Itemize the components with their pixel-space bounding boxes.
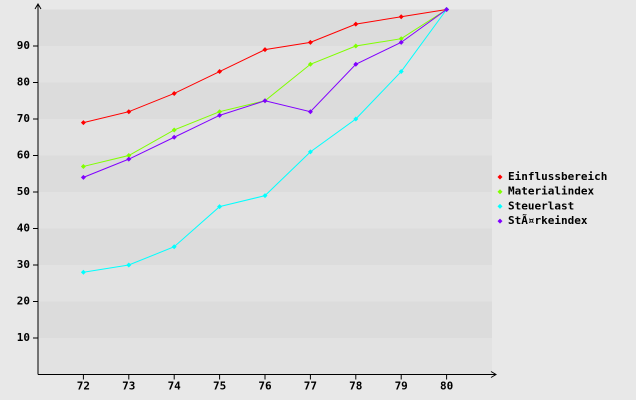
y-tick-label: 20 [17, 295, 30, 308]
x-tick-label: 77 [304, 380, 317, 393]
point [171, 134, 177, 140]
point [353, 61, 359, 67]
y-tick-label: 10 [17, 331, 30, 344]
point [262, 98, 268, 104]
point [171, 127, 177, 133]
point [398, 14, 404, 20]
point [307, 149, 313, 155]
point [80, 269, 86, 275]
x-tick-label: 76 [258, 380, 272, 393]
point [262, 193, 268, 199]
y-tick-label: 70 [17, 112, 30, 125]
band [38, 9, 492, 46]
legend-label: Steuerlast [508, 199, 574, 212]
point [307, 109, 313, 115]
y-tick-label: 90 [17, 39, 30, 52]
point [80, 163, 86, 169]
band [38, 301, 492, 338]
point [353, 116, 359, 122]
point [217, 112, 223, 118]
point [126, 153, 132, 158]
point [307, 39, 313, 45]
point [217, 69, 223, 75]
y-tick-label: 40 [17, 222, 30, 235]
x-tick-label: 72 [77, 380, 90, 393]
point [398, 39, 404, 45]
legend-label: StÃ¤rkeindex [508, 214, 588, 227]
legend-marker [497, 189, 503, 195]
y-tick-label: 80 [17, 76, 30, 89]
x-axis-arrow [490, 371, 497, 378]
band [38, 338, 492, 375]
legend-label: Einflussbereich [508, 170, 607, 183]
point [126, 109, 132, 115]
point [262, 47, 268, 53]
y-tick-label: 50 [17, 185, 30, 198]
y-axis-arrow [34, 3, 42, 10]
x-tick-label: 78 [349, 380, 362, 393]
band [38, 265, 492, 302]
band [38, 119, 492, 156]
point [126, 262, 132, 268]
legend-marker [497, 174, 503, 180]
point [398, 36, 404, 42]
band [38, 228, 492, 265]
point [217, 109, 223, 115]
legend-label: Materialindex [508, 185, 594, 198]
point [217, 204, 223, 210]
point [171, 244, 177, 250]
x-tick-label: 79 [395, 380, 408, 393]
legend-marker [497, 218, 503, 224]
point [444, 7, 450, 12]
y-tick-label: 60 [17, 149, 30, 162]
x-tick-label: 75 [213, 380, 226, 393]
x-tick-label: 74 [168, 380, 182, 393]
point [80, 174, 86, 180]
point [353, 43, 359, 49]
point [307, 61, 313, 67]
point [171, 90, 177, 96]
legend-marker [497, 203, 503, 209]
point [353, 21, 359, 27]
point [398, 69, 404, 75]
y-tick-label: 30 [17, 258, 30, 271]
point [126, 156, 132, 162]
x-tick-label: 73 [122, 380, 135, 393]
band [38, 155, 492, 192]
x-tick-label: 80 [440, 380, 453, 393]
point [80, 120, 86, 126]
